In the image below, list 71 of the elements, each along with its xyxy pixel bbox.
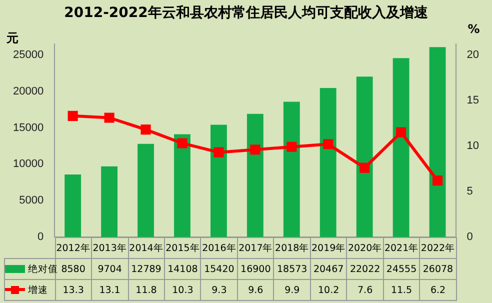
x-tick-label: 2021年 xyxy=(383,238,420,258)
y-tick-label: 0 xyxy=(37,231,44,244)
point xyxy=(432,176,443,186)
x-tick-label: 2018年 xyxy=(274,238,310,258)
bar xyxy=(101,166,118,237)
data-label: 9.6 xyxy=(237,280,274,300)
bar xyxy=(283,102,300,237)
y-tick-label: 10000 xyxy=(12,158,44,170)
y2-tick-label: 5 xyxy=(466,186,473,198)
point xyxy=(177,138,188,148)
bar xyxy=(246,114,264,237)
data-label: 11.5 xyxy=(383,280,420,300)
x-tick-label: 2015年 xyxy=(164,238,201,258)
data-label: 11.8 xyxy=(128,280,164,300)
point xyxy=(360,162,370,173)
y2-tick-label: 0 xyxy=(466,231,473,244)
data-label: 12789 xyxy=(128,258,164,280)
y-axis-title: 元 xyxy=(6,30,19,47)
x-tick-label: 2013年 xyxy=(92,238,128,258)
bar xyxy=(174,134,190,237)
data-label: 9.3 xyxy=(200,280,238,300)
bar xyxy=(356,76,373,237)
data-label: 16900 xyxy=(237,258,274,280)
data-label: 13.1 xyxy=(92,280,128,300)
legend-label: 增速 xyxy=(4,280,56,300)
point xyxy=(104,112,114,123)
y2-axis-title: % xyxy=(468,22,480,36)
legend-label: 绝对值 xyxy=(4,258,58,280)
data-label: 10.3 xyxy=(164,280,201,300)
x-tick-label: 2019年 xyxy=(310,238,347,258)
y2-tick-label: 20 xyxy=(466,48,480,61)
x-tick-label: 2022年 xyxy=(420,238,456,258)
x-tick-label: 2017年 xyxy=(237,238,274,258)
y-tick-label: 15000 xyxy=(12,122,44,134)
data-label: 7.6 xyxy=(346,280,384,300)
data-label: 26078 xyxy=(420,258,456,280)
y-tick-label: 25000 xyxy=(12,48,44,61)
data-label: 10.2 xyxy=(310,280,347,300)
data-label: 14108 xyxy=(164,258,201,280)
chart-title: 2012-2022年云和县农村常住居民人均可支配收入及增速 xyxy=(63,4,429,22)
point xyxy=(286,142,297,152)
point xyxy=(140,124,151,135)
point xyxy=(68,110,78,121)
bar xyxy=(210,124,227,237)
bar xyxy=(138,144,154,237)
data-label: 24555 xyxy=(383,258,420,280)
y-tick-label: 5000 xyxy=(19,194,44,207)
x-tick-label: 2014年 xyxy=(128,238,164,258)
y-tick-label: 20000 xyxy=(12,85,44,98)
data-label: 22022 xyxy=(346,258,384,280)
data-label: 13.3 xyxy=(55,280,92,300)
data-label: 8580 xyxy=(61,264,86,274)
data-label: 9.9 xyxy=(274,280,310,300)
x-tick-label: 2012年 xyxy=(55,238,92,258)
data-label: 6.2 xyxy=(420,280,456,300)
data-label: 18573 xyxy=(274,258,310,280)
data-label: 9704 xyxy=(92,258,128,280)
bar xyxy=(392,58,410,237)
bar xyxy=(64,174,82,237)
bar xyxy=(320,88,336,237)
point xyxy=(396,127,406,138)
y2-tick-label: 15 xyxy=(466,94,480,106)
point xyxy=(323,139,334,150)
x-tick-label: 2016年 xyxy=(200,238,238,258)
x-tick-label: 2020年 xyxy=(346,238,384,258)
data-label: 20467 xyxy=(310,258,347,280)
data-label: 15420 xyxy=(200,258,238,280)
y2-tick-label: 10 xyxy=(466,140,480,152)
point xyxy=(214,147,224,158)
point xyxy=(250,144,260,155)
bar xyxy=(429,47,446,237)
